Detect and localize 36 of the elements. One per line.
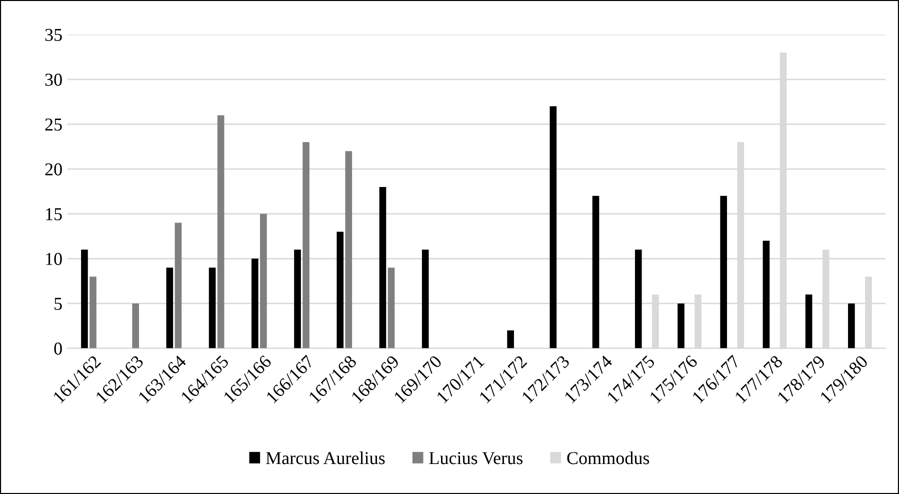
- y-tick-label: 10: [46, 252, 62, 266]
- bar: [81, 250, 88, 348]
- bar: [217, 115, 224, 348]
- bar: [302, 142, 310, 348]
- y-tick-label: 5: [54, 298, 62, 310]
- y-tick-label: 25: [45, 118, 62, 131]
- y-tick-label: 0: [54, 342, 62, 355]
- bar: [388, 268, 395, 348]
- legend-label: Lucius Verus: [429, 452, 522, 464]
- bar: [208, 268, 216, 348]
- bar: [634, 250, 642, 348]
- bar: [762, 240, 770, 348]
- bar: [720, 196, 728, 348]
- bar: [294, 250, 301, 348]
- bar: [174, 222, 182, 348]
- bar: [550, 106, 557, 348]
- bar: [260, 214, 267, 348]
- bar: [507, 330, 514, 348]
- y-tick-label: 30: [45, 74, 62, 86]
- bar: [592, 196, 600, 348]
- bar: [805, 294, 812, 348]
- bar: [379, 186, 386, 348]
- bar: [251, 258, 258, 348]
- bar: [132, 303, 140, 348]
- bar: [848, 303, 855, 348]
- y-tick-label: 15: [46, 208, 62, 220]
- bar: [336, 232, 344, 348]
- y-tick-label: 20: [45, 163, 62, 176]
- y-tick-label: 35: [45, 28, 62, 42]
- legend-label: Commodus: [567, 451, 650, 464]
- bar: [166, 268, 174, 348]
- legend-label: Marcus Aurelius: [266, 451, 385, 464]
- bar: [422, 250, 429, 348]
- bar: [345, 151, 352, 348]
- bar: [90, 276, 96, 348]
- bar: [678, 303, 684, 348]
